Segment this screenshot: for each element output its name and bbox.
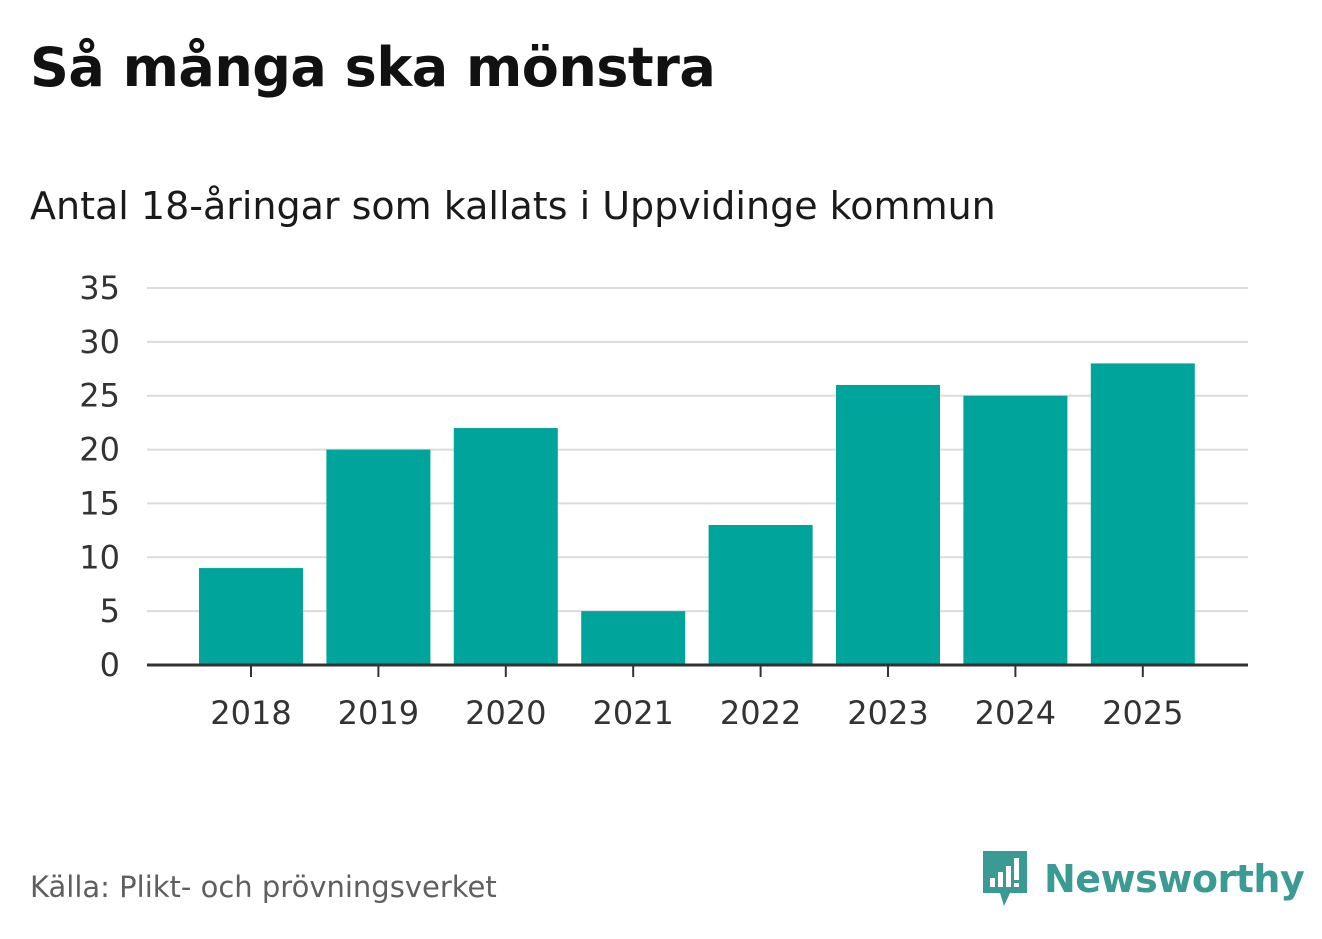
bar-2021 [581,611,686,665]
bar-2024 [963,395,1068,665]
x-tick-label: 2018 [210,694,291,732]
x-tick-label: 2020 [465,694,546,732]
bar-2023 [836,384,940,665]
x-tick-label: 2024 [975,694,1056,732]
brand[interactable]: Newsworthy [980,846,1305,912]
bar-2020 [453,428,558,665]
x-tick-label: 2023 [847,694,928,732]
y-tick-label: 20 [79,431,120,469]
y-tick-label: 30 [79,323,120,361]
y-tick-label: 25 [79,377,120,415]
bar-2019 [326,449,431,665]
x-tick-label: 2021 [592,694,673,732]
bar-2025 [1090,363,1195,665]
source-note: Källa: Plikt- och prövningsverket [30,870,497,904]
y-tick-label: 5 [100,592,120,630]
y-tick-label: 0 [100,646,120,684]
x-tick-label: 2025 [1102,694,1183,732]
brand-name: Newsworthy [1044,857,1305,901]
bar-2022 [708,524,813,665]
y-axis-ticks: 0 5 10 15 20 25 30 35 [79,269,120,684]
x-axis-ticks: 2018 2019 2020 2021 2022 2023 2024 2025 [210,665,1184,732]
bar-2018 [199,568,303,665]
x-tick-label: 2019 [338,694,419,732]
chart-title: Så många ska mönstra [30,36,716,99]
gridlines [147,287,1248,613]
newsworthy-logo-icon [983,851,1027,906]
x-tick-label: 2022 [720,694,801,732]
bars [199,363,1195,665]
y-tick-label: 15 [79,484,120,522]
y-tick-label: 35 [79,269,120,307]
chart-subtitle: Antal 18-åringar som kallats i Uppviding… [30,184,996,228]
y-tick-label: 10 [79,538,120,576]
